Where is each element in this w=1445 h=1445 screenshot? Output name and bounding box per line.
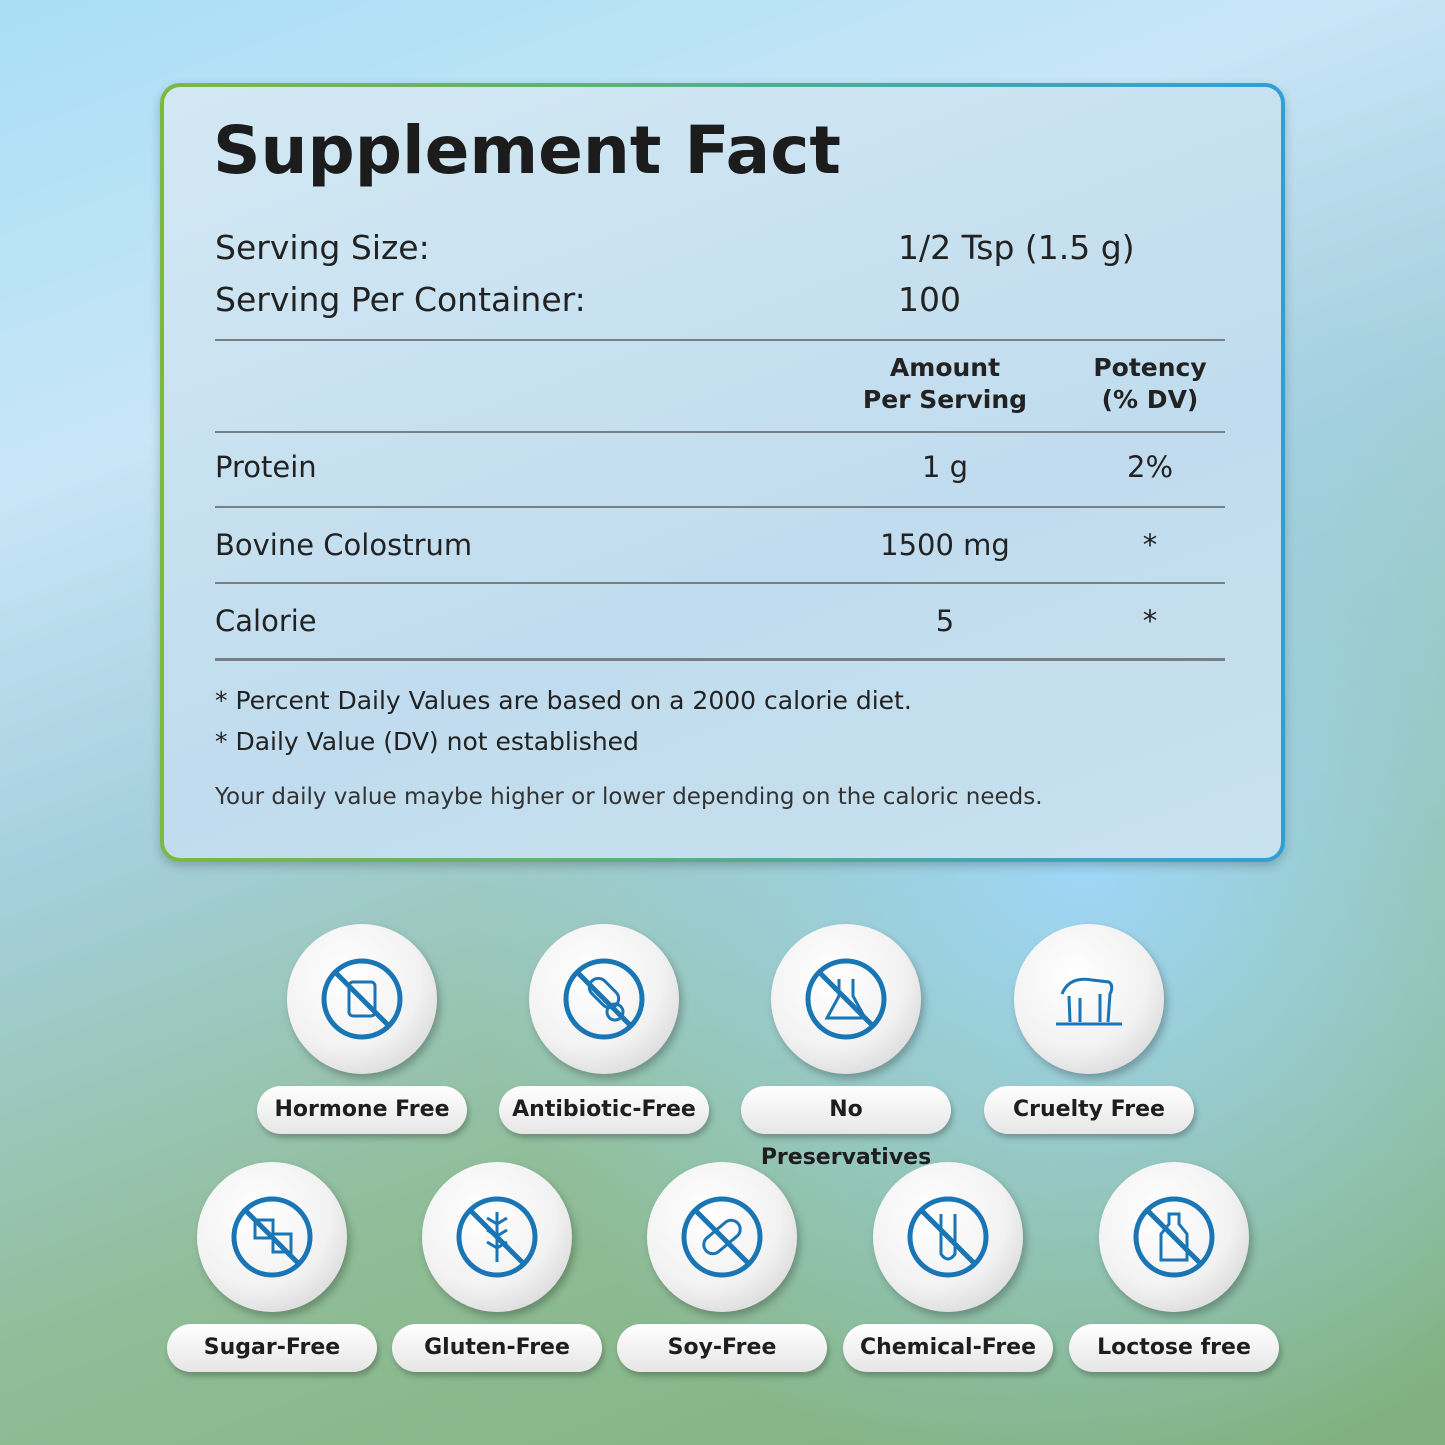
row-potency: * [1142,604,1158,638]
badge-icon [907,1196,989,1278]
badge-label: No Preservatives [741,1086,951,1170]
rule [215,582,1225,584]
column-header: Amount Per Serving [862,353,1028,414]
serving-value: 100 [898,280,961,319]
badge-circle [287,924,437,1074]
column-header: Potency (% DV) [1093,353,1207,414]
badge-circle [529,924,679,1074]
footnote: * Percent Daily Values are based on a 20… [215,686,912,715]
badge-label: Antibiotic-Free [499,1086,709,1134]
row-potency: 2% [1126,450,1174,484]
badge-label: Sugar-Free [167,1324,377,1372]
badge-icon [456,1196,538,1278]
serving-label: Serving Size: [215,228,430,267]
badge-label: Loctose free [1069,1324,1279,1372]
badge-icon [681,1196,763,1278]
badge-icon [231,1196,313,1278]
title: Supplement Fact [213,112,841,189]
badge-label: Hormone Free [257,1086,467,1134]
badge-label: Chemical-Free [843,1324,1053,1372]
badge-circle [1099,1162,1249,1312]
note: Your daily value maybe higher or lower d… [215,784,1043,810]
badge-label: Soy-Free [617,1324,827,1372]
badge-circle [197,1162,347,1312]
footnote: * Daily Value (DV) not established [215,727,639,756]
rule [215,339,1225,341]
row-label: Calorie [215,604,317,638]
badge-icon [1056,977,1122,1026]
serving-label: Serving Per Container: [215,280,586,319]
row-amount: 5 [935,604,955,638]
rule [215,431,1225,433]
badge-circle [1014,924,1164,1074]
row-amount: 1 g [921,450,969,484]
row-potency: * [1142,528,1158,562]
badge-icon [321,958,403,1040]
badge-label: Gluten-Free [392,1324,602,1372]
badge-circle [771,924,921,1074]
badge-circle [422,1162,572,1312]
row-label: Protein [215,450,317,484]
badge-label: Cruelty Free [984,1086,1194,1134]
rule [215,658,1225,661]
badge-icon [805,958,887,1040]
badge-circle [647,1162,797,1312]
facts-panel-inner [164,87,1281,858]
row-label: Bovine Colostrum [215,528,473,562]
rule [215,506,1225,508]
serving-value: 1/2 Tsp (1.5 g) [898,228,1135,267]
row-amount: 1500 mg [880,528,1010,562]
badge-circle [873,1162,1023,1312]
facts-panel [160,83,1285,862]
badge-icon [563,958,645,1040]
badge-icon [1133,1196,1215,1278]
